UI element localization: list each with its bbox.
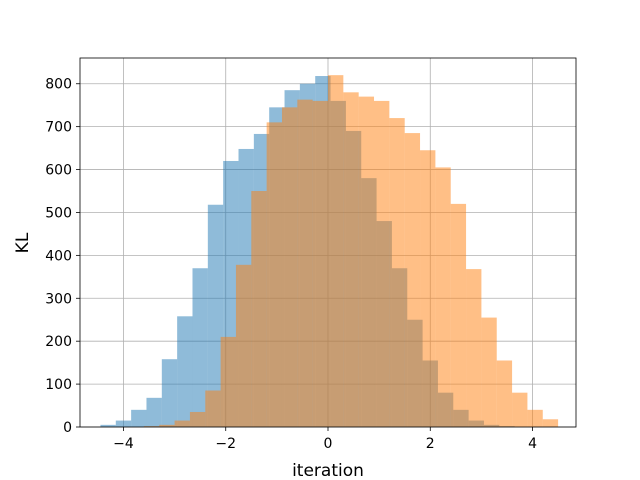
series-1-bar-24	[496, 360, 513, 427]
series-1-bar-5	[205, 390, 221, 427]
series-1-bar-11	[297, 99, 313, 428]
series-0-bar-2	[131, 409, 147, 427]
series-1-bar-17	[389, 118, 405, 428]
y-tick-label-2: 200	[45, 334, 72, 350]
y-tick-label-7: 700	[45, 120, 72, 136]
series-1-bar-19	[420, 150, 436, 427]
series-1-bar-14	[343, 92, 359, 427]
y-tick-label-6: 600	[45, 163, 72, 179]
series-1-bar-18	[404, 133, 421, 427]
series-1-bar-8	[251, 191, 267, 427]
series-0-bar-7	[207, 204, 224, 427]
series-0-bar-6	[192, 268, 208, 427]
series-1-bar-23	[481, 317, 497, 427]
y-axis-label: KL	[13, 232, 33, 253]
histogram-bars	[100, 75, 559, 428]
x-tick-label-2: 0	[324, 436, 333, 452]
x-tick-label-0: −4	[113, 436, 134, 452]
x-axis-label: iteration	[292, 461, 364, 480]
series-1-bar-21	[450, 203, 467, 427]
series-1-bar-10	[281, 107, 298, 428]
series-1-bar-7	[235, 264, 252, 427]
y-tick-label-0: 0	[63, 420, 72, 436]
x-tick-label-1: −2	[215, 436, 236, 452]
series-1-bar-12	[312, 100, 328, 427]
x-tick-label-4: 4	[528, 436, 537, 452]
y-axis-ticks: 0 100 200 300 400 500 600 700 800	[45, 77, 80, 436]
y-tick-label-8: 800	[45, 77, 72, 93]
y-tick-label-3: 300	[45, 291, 72, 307]
series-1-bar-4	[189, 411, 206, 427]
series-0-bar-3	[146, 397, 162, 427]
series-1-bar-15	[358, 96, 375, 428]
series-1-bar-16	[374, 100, 390, 427]
series-1-bar-20	[435, 167, 451, 428]
x-axis-ticks: −4 −2 0 2 4	[113, 427, 537, 452]
series-0-bar-5	[177, 316, 193, 427]
series-1-bar-25	[512, 392, 528, 427]
y-tick-label-4: 400	[45, 248, 72, 264]
x-tick-label-3: 2	[426, 436, 435, 452]
series-0-bar-4	[161, 359, 178, 427]
y-tick-label-5: 500	[45, 205, 72, 221]
y-tick-label-1: 100	[45, 377, 72, 393]
series-1-bar-22	[466, 269, 482, 427]
series-1-bar-6	[220, 336, 236, 427]
series-1-bar-27	[542, 419, 559, 427]
series-1-bar-1	[143, 426, 160, 427]
series-1-bar-2	[159, 424, 175, 427]
series-1-bar-13	[328, 75, 344, 428]
series-0-bar-1	[115, 420, 132, 427]
series-0-bar-0	[100, 424, 116, 427]
series-1-bar-9	[266, 122, 282, 427]
series-1-bar-3	[174, 420, 190, 427]
series-1-bar-26	[527, 409, 543, 427]
